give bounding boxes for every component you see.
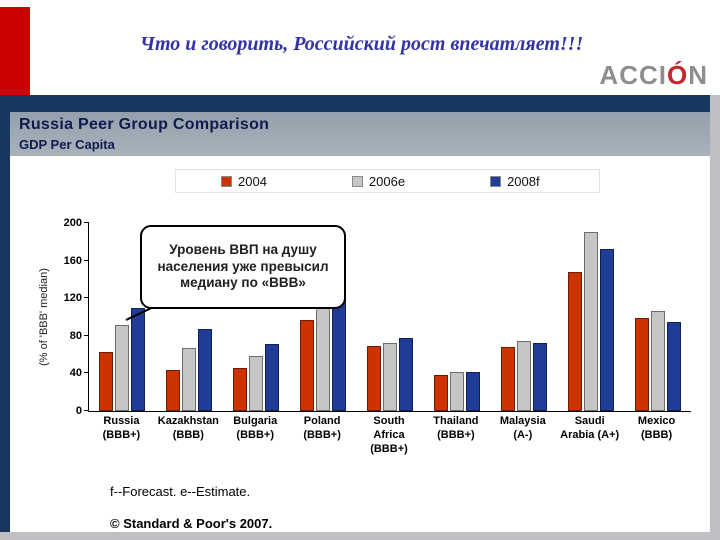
x-axis-label-6: Malaysia (A-) <box>499 415 546 441</box>
bar-2006e-7 <box>583 232 598 411</box>
y-axis-label: (% of 'BBB' median) <box>38 268 50 366</box>
bar-2004-7 <box>567 271 582 411</box>
legend-swatch-2006e <box>351 175 363 187</box>
red-accent-bar <box>0 7 30 95</box>
logo-text-left: ACCI <box>599 60 667 90</box>
right-margin-strip <box>710 95 720 540</box>
y-tick-mark-200 <box>84 222 89 223</box>
bar-2004-6 <box>500 347 515 411</box>
bar-2008f-5 <box>465 371 480 411</box>
bar-2006e-8 <box>650 311 665 411</box>
legend-swatch-2004 <box>221 175 232 187</box>
chart-footnote: f--Forecast. e--Estimate. <box>110 484 251 499</box>
x-axis-label-7: Saudi Arabia (A+) <box>560 415 620 441</box>
bar-2004-4 <box>367 346 381 411</box>
y-tick-mark-0 <box>84 410 89 411</box>
x-axis-label-3: Poland (BBB+) <box>303 415 341 441</box>
y-tick-mark-80 <box>84 334 89 336</box>
x-axis-label-1: Kazakhstan (BBB) <box>157 415 219 441</box>
bar-2008f-2 <box>265 344 280 411</box>
accion-logo: ACCIÓN <box>599 60 708 91</box>
y-tick-mark-40 <box>84 372 89 374</box>
x-axis-label-0: Russia (BBB+) <box>102 415 141 441</box>
legend-swatch-2008f <box>490 175 502 187</box>
legend-label-2004: 2004 <box>238 173 267 189</box>
bar-group-0 <box>89 223 156 411</box>
bar-2006e-1 <box>182 348 197 411</box>
bar-2006e-6 <box>516 341 531 411</box>
legend-label-2008f: 2008f <box>507 173 540 189</box>
bar-2004-5 <box>433 375 448 411</box>
bar-group-2 <box>223 223 290 411</box>
slide-title: Что и говорить, Российский рост впечатля… <box>140 33 584 55</box>
y-tick-label-200: 200 <box>63 217 82 229</box>
bar-2008f-6 <box>532 343 547 411</box>
plot-area: 0 40 80 120 160 200 <box>64 217 691 417</box>
y-tick-label-160: 160 <box>63 254 82 267</box>
bar-2004-8 <box>634 317 649 411</box>
bar-2004-2 <box>233 367 248 411</box>
slide-body-panel: Russia Peer Group Comparison GDP Per Cap… <box>0 95 710 540</box>
legend-item-2004: 2004 <box>221 174 267 189</box>
bar-2008f-4 <box>399 337 413 411</box>
x-axis-labels: Russia (BBB+) Kazakhstan (BBB) Bulgaria (B… <box>88 415 690 456</box>
x-axis-label-8: Mexico (BBB) <box>637 415 676 441</box>
bar-groups <box>89 223 691 411</box>
y-tick-label-40: 40 <box>69 367 82 380</box>
bar-group-1 <box>156 223 223 411</box>
x-axis-label-5: Thailand (BBB+) <box>433 415 479 441</box>
logo-accent-letter: Ó <box>666 60 689 90</box>
legend-item-2008f: 2008f <box>490 174 540 189</box>
bar-2008f-0 <box>131 307 146 411</box>
y-tick-mark-120 <box>84 297 89 299</box>
bar-2004-1 <box>166 369 181 411</box>
callout-bubble: Уровень ВВП на душу населения уже превыс… <box>140 225 346 309</box>
bar-2008f-1 <box>198 329 213 411</box>
y-tick-label-0: 0 <box>75 405 82 417</box>
bar-2006e-2 <box>249 356 264 411</box>
chart-header: Russia Peer Group Comparison GDP Per Cap… <box>10 112 710 156</box>
bar-2004-0 <box>99 351 114 411</box>
bar-2008f-8 <box>666 321 681 411</box>
logo-text-right: N <box>688 60 708 90</box>
x-axis-label-2: Bulgaria (BBB+) <box>233 415 278 441</box>
legend-label-2006e: 2006e <box>368 173 406 189</box>
bar-2006e-5 <box>449 372 464 411</box>
chart-legend: 2004 2006e 2008f <box>175 169 600 193</box>
slide-header: Что и говорить, Российский рост впечатля… <box>0 0 720 95</box>
chart-subtitle: GDP Per Capita <box>19 137 115 152</box>
bar-group-5 <box>423 223 490 411</box>
bar-2004-3 <box>300 319 315 411</box>
bar-group-3 <box>290 223 357 411</box>
bar-2008f-7 <box>599 249 614 411</box>
bar-group-6 <box>490 223 557 411</box>
callout-text: Уровень ВВП на душу населения уже превыс… <box>157 241 329 291</box>
bar-2006e-4 <box>383 343 397 411</box>
bar-group-4 <box>357 223 424 411</box>
chart-copyright: © Standard & Poor's 2007. <box>110 516 273 531</box>
legend-item-2006e: 2006e <box>351 173 406 189</box>
x-axis-label-4: South Africa (BBB+) <box>370 415 408 455</box>
chart-title: Russia Peer Group Comparison <box>19 116 270 133</box>
bottom-margin-strip <box>0 532 720 540</box>
bar-group-8 <box>624 223 691 411</box>
bar-2006e-0 <box>115 325 130 411</box>
y-tick-mark-160 <box>84 259 89 261</box>
y-tick-label-120: 120 <box>63 292 82 305</box>
y-tick-label-80: 80 <box>69 329 82 342</box>
gdp-per-capita-chart: Russia Peer Group Comparison GDP Per Cap… <box>10 112 710 532</box>
bar-group-7 <box>557 223 624 411</box>
